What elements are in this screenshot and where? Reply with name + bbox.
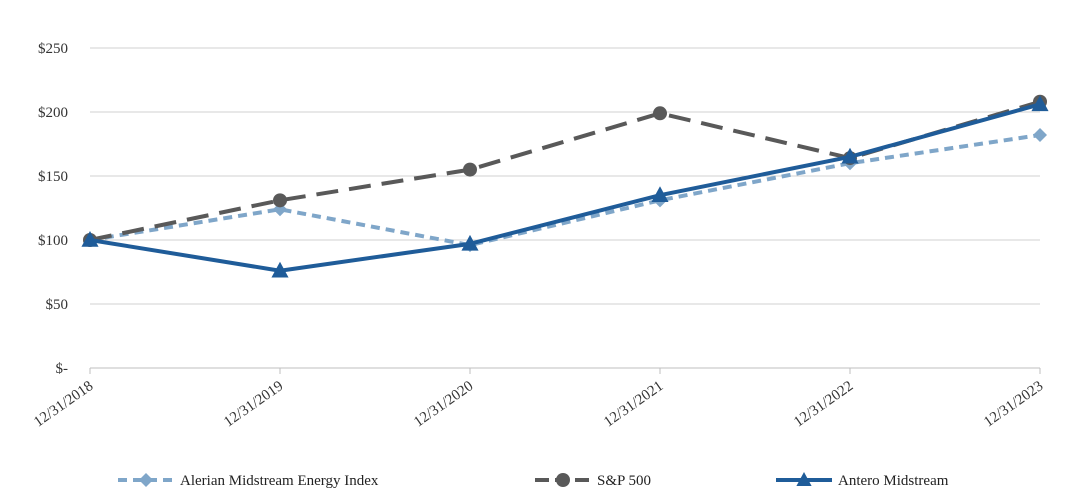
data-point — [841, 147, 859, 164]
data-point — [463, 162, 477, 177]
y-tick-label: $200 — [38, 105, 68, 121]
data-point — [653, 106, 667, 121]
x-axis: 12/31/2018 12/31/2019 12/31/2020 12/31/2021… — [31, 367, 1046, 430]
legend-label: S&P 500 — [597, 473, 651, 489]
data-point — [796, 472, 812, 486]
legend-item: Antero Midstream — [776, 472, 949, 489]
y-tick-label: $250 — [38, 41, 68, 57]
y-tick-label: $150 — [38, 169, 68, 185]
legend-item: S&P 500 — [535, 473, 651, 489]
data-point — [1031, 95, 1049, 112]
series-line — [89, 133, 1041, 248]
x-tick-label: 12/31/2021 — [601, 378, 666, 430]
y-tick-label: $100 — [38, 233, 68, 249]
series-antero-midstream — [81, 95, 1049, 278]
legend-label: Alerian Midstream Energy Index — [180, 473, 379, 489]
data-point — [1033, 128, 1047, 143]
series-line — [89, 102, 1041, 273]
data-point — [461, 234, 479, 251]
data-point — [556, 473, 570, 487]
series-lines — [81, 94, 1049, 278]
data-point — [139, 473, 153, 487]
legend-label: Antero Midstream — [838, 473, 949, 489]
data-point — [651, 186, 669, 202]
series-alerian-midstream-energy-index — [83, 128, 1047, 253]
data-point — [271, 261, 289, 278]
x-tick-label: 12/31/2023 — [981, 378, 1046, 430]
legend: Alerian Midstream Energy Index S&P 500 Ant… — [118, 472, 949, 489]
y-tick-label: $50 — [46, 297, 69, 313]
x-tick-label: 12/31/2019 — [221, 378, 286, 430]
y-axis-tick-labels: $- $50 $100 $150 $200 $250 — [38, 41, 68, 377]
data-point — [81, 231, 99, 247]
data-point — [273, 193, 287, 208]
x-tick-label: 12/31/2018 — [31, 378, 96, 430]
x-tick-label: 12/31/2020 — [411, 378, 476, 430]
x-tick-label: 12/31/2022 — [791, 378, 856, 430]
gridlines — [90, 47, 1040, 305]
y-tick-label: $- — [56, 361, 69, 377]
legend-item: Alerian Midstream Energy Index — [118, 473, 379, 489]
